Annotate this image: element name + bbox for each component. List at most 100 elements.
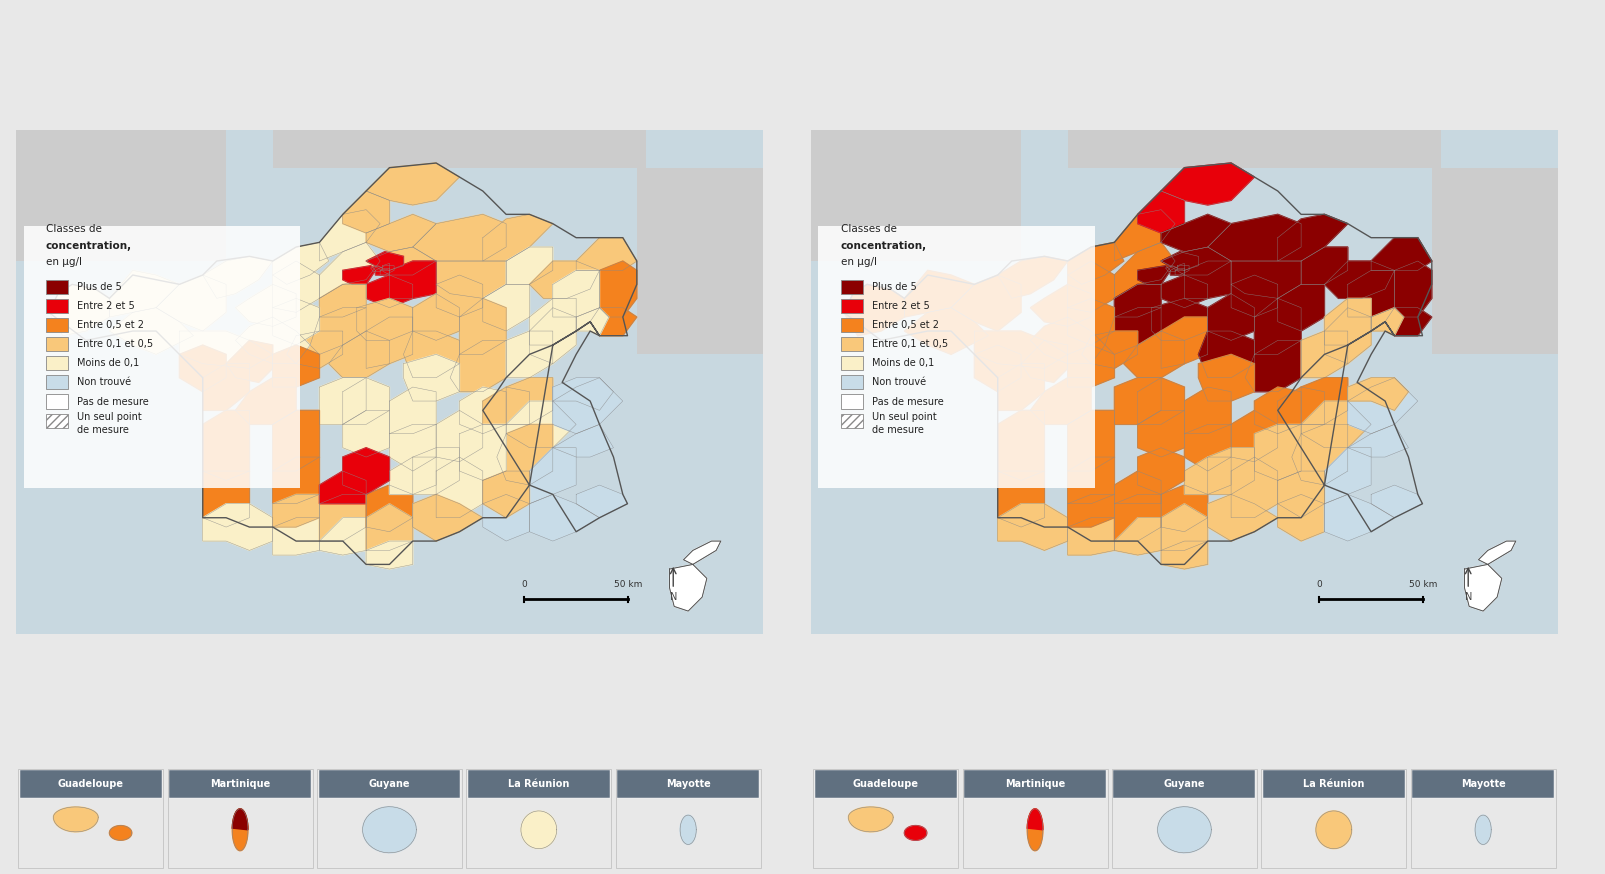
Polygon shape bbox=[997, 411, 1043, 481]
Polygon shape bbox=[483, 387, 530, 425]
Bar bbox=[1432, 168, 1571, 354]
Polygon shape bbox=[366, 275, 412, 308]
Text: 0: 0 bbox=[520, 580, 526, 589]
FancyBboxPatch shape bbox=[841, 337, 863, 351]
Text: Plus de 5: Plus de 5 bbox=[77, 281, 122, 292]
Polygon shape bbox=[1160, 247, 1231, 275]
Polygon shape bbox=[1067, 298, 1114, 345]
Polygon shape bbox=[1151, 298, 1207, 340]
Polygon shape bbox=[974, 331, 1067, 368]
FancyBboxPatch shape bbox=[169, 770, 311, 798]
FancyBboxPatch shape bbox=[841, 375, 863, 390]
Text: concentration,: concentration, bbox=[841, 241, 926, 252]
Polygon shape bbox=[1160, 214, 1231, 252]
Polygon shape bbox=[319, 495, 366, 541]
FancyBboxPatch shape bbox=[47, 413, 69, 427]
Polygon shape bbox=[997, 256, 1067, 298]
Bar bbox=[786, 121, 1021, 261]
Polygon shape bbox=[156, 275, 226, 331]
Bar bbox=[637, 168, 777, 354]
Polygon shape bbox=[1136, 378, 1183, 425]
Polygon shape bbox=[319, 210, 380, 261]
Polygon shape bbox=[1160, 163, 1254, 205]
Polygon shape bbox=[974, 345, 1021, 392]
Polygon shape bbox=[412, 214, 506, 261]
Polygon shape bbox=[843, 284, 904, 336]
Polygon shape bbox=[319, 242, 380, 298]
Polygon shape bbox=[847, 807, 892, 832]
FancyBboxPatch shape bbox=[467, 770, 610, 798]
Polygon shape bbox=[202, 411, 249, 481]
Text: Un seul point: Un seul point bbox=[872, 412, 936, 421]
Polygon shape bbox=[1157, 807, 1210, 853]
Polygon shape bbox=[437, 411, 483, 461]
Polygon shape bbox=[366, 485, 412, 531]
Polygon shape bbox=[1207, 214, 1300, 261]
Text: Guadeloupe: Guadeloupe bbox=[58, 779, 124, 789]
Bar bbox=[273, 98, 645, 168]
Polygon shape bbox=[412, 495, 483, 541]
Polygon shape bbox=[1183, 387, 1231, 434]
Polygon shape bbox=[1160, 317, 1207, 368]
FancyBboxPatch shape bbox=[1112, 770, 1255, 798]
Polygon shape bbox=[1207, 447, 1254, 495]
Polygon shape bbox=[1136, 191, 1183, 233]
Polygon shape bbox=[310, 308, 366, 354]
Polygon shape bbox=[1300, 331, 1347, 378]
Polygon shape bbox=[1278, 387, 1324, 425]
Text: Martinique: Martinique bbox=[210, 779, 270, 789]
Polygon shape bbox=[459, 387, 506, 434]
Text: Entre 0,1 et 0,5: Entre 0,1 et 0,5 bbox=[872, 339, 949, 349]
FancyBboxPatch shape bbox=[841, 299, 863, 313]
Polygon shape bbox=[273, 345, 319, 387]
Polygon shape bbox=[437, 261, 506, 298]
Polygon shape bbox=[388, 261, 437, 298]
FancyBboxPatch shape bbox=[616, 770, 759, 798]
Polygon shape bbox=[1114, 471, 1160, 503]
Polygon shape bbox=[1278, 284, 1324, 331]
Text: Classes de: Classes de bbox=[47, 224, 101, 233]
Polygon shape bbox=[388, 387, 437, 434]
Text: 50 km: 50 km bbox=[1408, 580, 1436, 589]
Text: Entre 2 et 5: Entre 2 et 5 bbox=[872, 301, 929, 311]
Polygon shape bbox=[459, 298, 506, 354]
Polygon shape bbox=[366, 503, 412, 551]
Polygon shape bbox=[366, 214, 437, 252]
Text: Pas de mesure: Pas de mesure bbox=[872, 397, 944, 406]
Polygon shape bbox=[1254, 387, 1300, 434]
Polygon shape bbox=[109, 308, 193, 354]
Text: N: N bbox=[669, 592, 676, 601]
Polygon shape bbox=[388, 425, 437, 471]
Polygon shape bbox=[1371, 238, 1432, 270]
Text: de mesure: de mesure bbox=[77, 425, 128, 434]
Text: Entre 2 et 5: Entre 2 et 5 bbox=[77, 301, 135, 311]
Polygon shape bbox=[1114, 495, 1160, 541]
Polygon shape bbox=[449, 340, 506, 392]
Polygon shape bbox=[236, 284, 295, 326]
Polygon shape bbox=[589, 308, 637, 336]
Polygon shape bbox=[1197, 331, 1254, 378]
Text: Moins de 0,1: Moins de 0,1 bbox=[77, 358, 140, 368]
Polygon shape bbox=[319, 284, 366, 317]
FancyBboxPatch shape bbox=[841, 357, 863, 371]
Polygon shape bbox=[412, 447, 459, 495]
Bar bbox=[1067, 98, 1440, 168]
Polygon shape bbox=[109, 270, 180, 317]
FancyBboxPatch shape bbox=[24, 226, 300, 489]
Polygon shape bbox=[376, 266, 393, 275]
Polygon shape bbox=[48, 284, 109, 336]
Polygon shape bbox=[1300, 401, 1371, 447]
Polygon shape bbox=[319, 471, 366, 503]
FancyBboxPatch shape bbox=[47, 318, 69, 332]
Polygon shape bbox=[366, 317, 412, 368]
FancyBboxPatch shape bbox=[1262, 770, 1404, 798]
Bar bbox=[0, 121, 226, 261]
Text: N: N bbox=[1464, 592, 1470, 601]
Polygon shape bbox=[1114, 210, 1175, 261]
Polygon shape bbox=[1231, 411, 1278, 461]
Polygon shape bbox=[1314, 811, 1351, 849]
FancyBboxPatch shape bbox=[1411, 770, 1554, 798]
Polygon shape bbox=[382, 263, 388, 270]
Text: Non trouvé: Non trouvé bbox=[77, 378, 132, 387]
FancyBboxPatch shape bbox=[47, 394, 69, 408]
